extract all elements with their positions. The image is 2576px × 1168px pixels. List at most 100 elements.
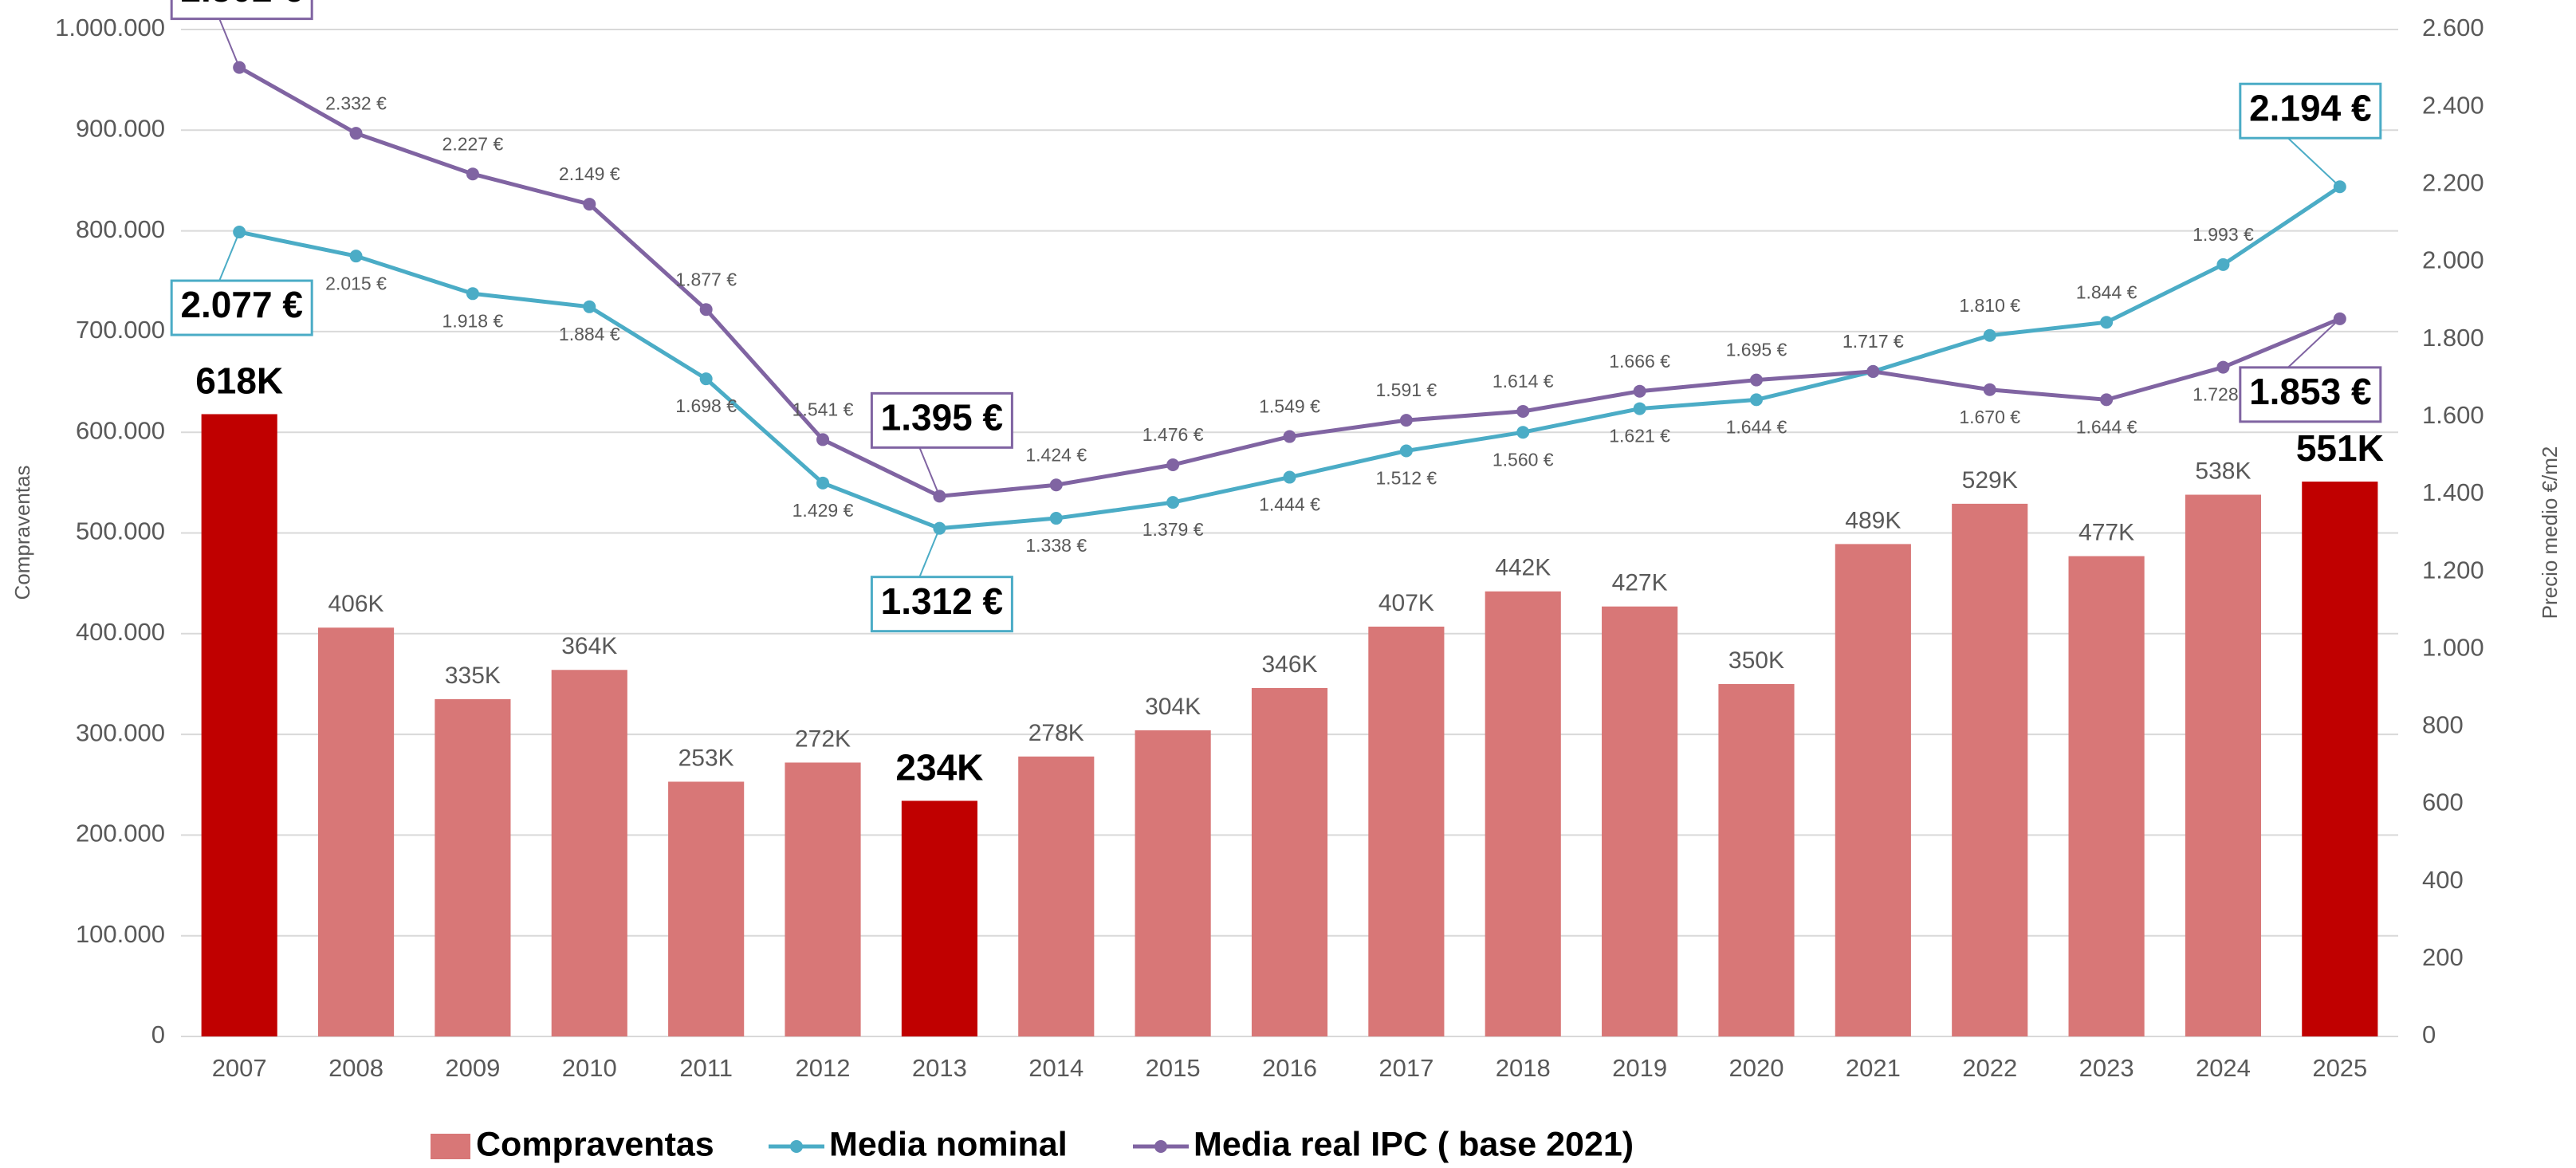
bar-value-label: 529K: [1962, 467, 2018, 494]
line-point: [1749, 393, 1763, 407]
bar: [201, 414, 277, 1036]
line-point: [1166, 496, 1180, 509]
label-leader: [918, 446, 941, 497]
x-tick-label: 2024: [2196, 1054, 2251, 1082]
line-value-label: 2.015 €: [325, 273, 387, 293]
x-tick-label: 2009: [445, 1054, 500, 1082]
line-point: [816, 433, 830, 446]
line-value-label: 1.918 €: [442, 310, 504, 331]
line-value-label: 1.717 €: [1843, 331, 1904, 352]
legend-label: Compraventas: [476, 1125, 714, 1163]
x-tick-label: 2025: [2312, 1054, 2367, 1082]
line-value-label: 1.621 €: [1609, 426, 1670, 446]
y-tick-label: 300.000: [76, 718, 165, 746]
line-value-label: 1.312 €: [881, 580, 1003, 622]
line-value-label: 1.591 €: [1375, 380, 1437, 400]
x-tick-label: 2023: [2079, 1054, 2134, 1082]
x-tick-label: 2011: [679, 1054, 733, 1082]
line-value-label: 1.853 €: [2249, 371, 2371, 412]
bar-value-label: 427K: [1612, 570, 1668, 596]
y2-tick-label: 1.800: [2422, 324, 2484, 352]
x-tick-label: 2017: [1378, 1054, 1434, 1082]
line-point: [816, 476, 830, 490]
bar-value-label: 335K: [445, 663, 501, 689]
line-value-label: 1.884 €: [559, 324, 620, 344]
bar-value-label: 350K: [1728, 647, 1784, 674]
line-value-label: 1.549 €: [1259, 396, 1320, 417]
y2-tick-label: 1.600: [2422, 401, 2484, 429]
y2-tick-label: 2.600: [2422, 14, 2484, 41]
x-tick-label: 2022: [1962, 1054, 2017, 1082]
bar: [1018, 756, 1095, 1036]
bar-value-label: 442K: [1495, 555, 1551, 581]
line-point: [1633, 384, 1646, 398]
line-point: [2100, 393, 2114, 407]
line-point: [1399, 414, 1413, 427]
line-point: [1749, 373, 1763, 387]
line-point: [2216, 360, 2230, 374]
line-value-label: 1.424 €: [1025, 444, 1087, 465]
line-point: [466, 167, 479, 181]
bar-value-label: 551K: [2296, 427, 2384, 469]
line-point: [1516, 426, 1530, 439]
line-value-label: 1.695 €: [1726, 340, 1787, 360]
bar: [668, 781, 745, 1036]
line-value-label: 1.644 €: [2076, 416, 2137, 437]
bar-value-label: 538K: [2195, 458, 2251, 484]
y-tick-label: 400.000: [76, 618, 165, 646]
y2-tick-label: 0: [2422, 1021, 2436, 1048]
label-leader: [2287, 318, 2341, 368]
x-tick-label: 2020: [1728, 1054, 1784, 1082]
line-point: [1983, 383, 1996, 396]
line-point: [1516, 404, 1530, 418]
y2-tick-label: 600: [2422, 788, 2464, 816]
line-point: [2216, 258, 2230, 271]
y2-tick-label: 1.400: [2422, 478, 2484, 506]
y-tick-label: 100.000: [76, 920, 165, 948]
line-value-label: 1.698 €: [675, 395, 737, 416]
bar: [1485, 591, 1561, 1036]
bar-value-label: 234K: [895, 747, 983, 788]
y2-tick-label: 2.200: [2422, 168, 2484, 196]
y-tick-label: 800.000: [76, 215, 165, 243]
line-point: [1049, 478, 1063, 492]
y-tick-label: 700.000: [76, 316, 165, 344]
line-point: [583, 300, 596, 313]
line-value-label: 2.194 €: [2249, 87, 2371, 128]
y-tick-label: 200.000: [76, 820, 165, 847]
line-value-label: 1.476 €: [1142, 424, 1204, 445]
y2-tick-label: 1.200: [2422, 556, 2484, 584]
line-value-label: 1.670 €: [1959, 407, 2020, 427]
line-point: [583, 198, 596, 211]
bar: [435, 698, 511, 1036]
legend-point: [790, 1140, 803, 1153]
label-box: [2239, 82, 2382, 140]
bar-value-label: 364K: [561, 633, 617, 659]
x-tick-label: 2019: [1612, 1054, 1667, 1082]
bar: [1251, 688, 1328, 1036]
label-box: [870, 391, 1013, 449]
x-tick-label: 2014: [1028, 1054, 1083, 1082]
bar-value-label: 406K: [328, 591, 384, 617]
line-point: [1633, 402, 1646, 415]
bar: [551, 670, 627, 1036]
line-point: [1983, 328, 1996, 342]
x-tick-label: 2007: [212, 1054, 267, 1082]
bar-value-label: 253K: [678, 745, 734, 771]
legend-label: Media nominal: [829, 1125, 1068, 1163]
line-point: [1283, 470, 1296, 484]
label-leader: [918, 528, 941, 578]
y2-tick-label: 800: [2422, 711, 2464, 739]
x-tick-label: 2016: [1262, 1054, 1317, 1082]
line-point: [1866, 364, 1880, 378]
legend-point: [1154, 1140, 1167, 1153]
bar-value-label: 272K: [795, 726, 851, 752]
line-value-label: 1.560 €: [1493, 449, 1554, 470]
x-tick-label: 2021: [1846, 1054, 1901, 1082]
line-value-label: 1.844 €: [2076, 281, 2137, 302]
x-tick-label: 2010: [562, 1054, 617, 1082]
label-leader: [2287, 137, 2341, 187]
y2-tick-label: 400: [2422, 866, 2464, 894]
legend-swatch: [431, 1134, 470, 1159]
bar: [1952, 503, 2028, 1036]
